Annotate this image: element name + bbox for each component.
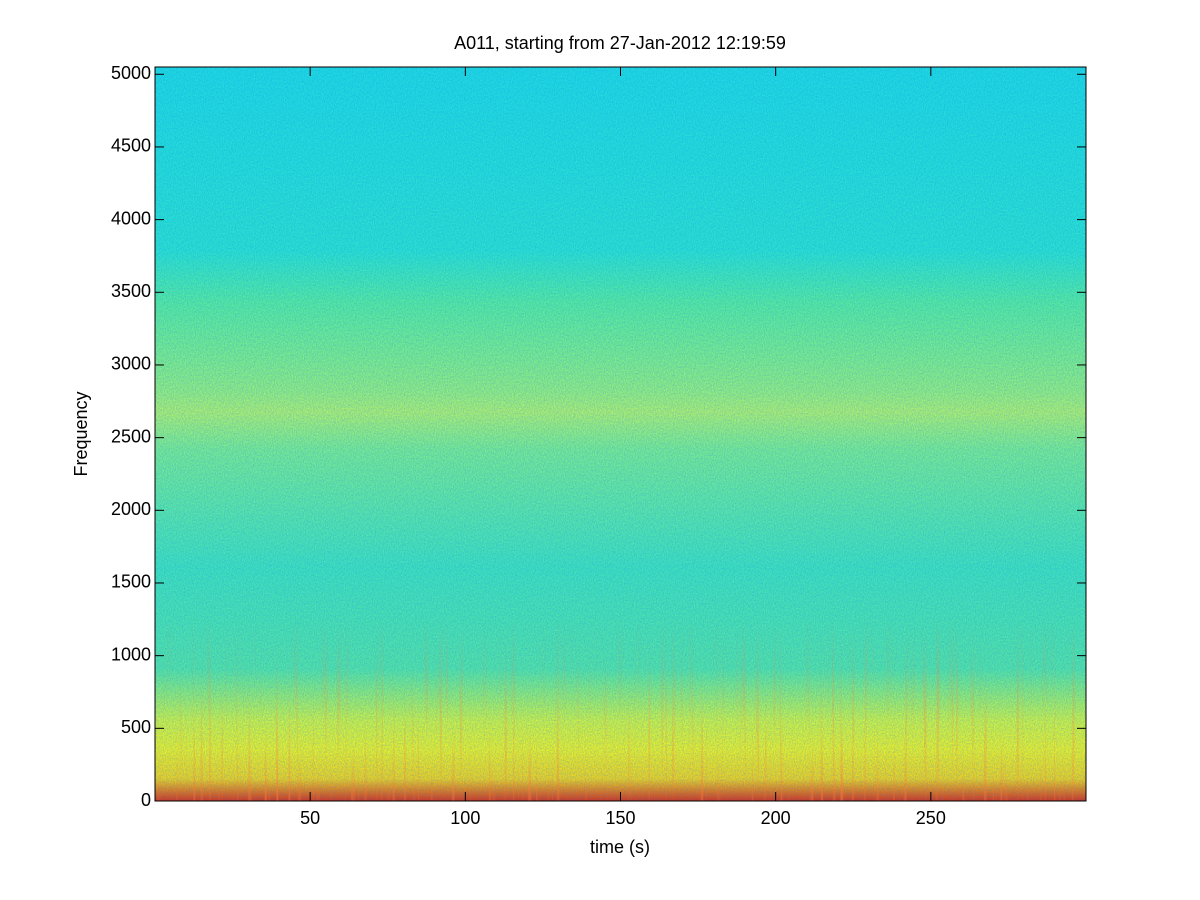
y-tick-label: 1000 [111, 644, 151, 664]
y-tick-label: 1500 [111, 572, 151, 592]
chart-title: A011, starting from 27-Jan-2012 12:19:59 [454, 33, 786, 53]
y-tick-label: 2500 [111, 426, 151, 446]
y-axis-label: Frequency [71, 391, 91, 476]
x-tick-label: 50 [300, 808, 320, 828]
x-tick-label: 250 [916, 808, 946, 828]
y-tick-label: 3500 [111, 281, 151, 301]
y-tick-label: 5000 [111, 63, 151, 83]
y-tick-label: 3000 [111, 354, 151, 374]
y-tick-label: 500 [121, 717, 151, 737]
y-tick-label: 4500 [111, 136, 151, 156]
spectrogram-image [155, 67, 1086, 801]
x-tick-label: 200 [761, 808, 791, 828]
x-axis-label: time (s) [590, 837, 650, 857]
x-tick-label: 150 [605, 808, 635, 828]
y-tick-label: 2000 [111, 499, 151, 519]
y-tick-label: 4000 [111, 208, 151, 228]
x-tick-label: 100 [450, 808, 480, 828]
y-tick-label: 0 [141, 790, 151, 810]
